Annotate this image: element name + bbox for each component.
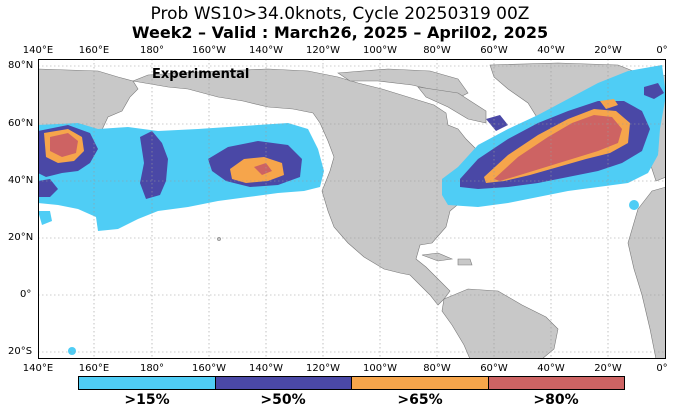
land-baffin-island: [417, 86, 487, 124]
legend-label-gt65: >65%: [397, 392, 443, 408]
land-hispaniola: [457, 258, 473, 266]
graticule: [38, 59, 666, 359]
lon-tick-top-160E: 160°E: [78, 45, 110, 56]
lon-tick-top-0: 0°: [656, 45, 668, 56]
legend-swatch-gt80: [488, 376, 625, 390]
lon-tick-top-140E: 140°E: [22, 45, 54, 56]
lat-tick-20N: 20°N: [8, 232, 34, 243]
lon-tick-bottom-180: 180°: [139, 363, 165, 374]
legend-label-gt80: >80%: [533, 392, 579, 408]
lon-tick-top-160W: 160°W: [192, 45, 226, 56]
lon-tick-bottom-40W: 40°W: [537, 363, 565, 374]
land-north-america: [131, 68, 489, 306]
lon-tick-bottom-60W: 60°W: [480, 363, 508, 374]
prob80-east-pacific: [254, 163, 272, 175]
lon-tick-top-100W: 100°W: [363, 45, 397, 56]
lon-tick-top-40W: 40°W: [537, 45, 565, 56]
lon-tick-bottom-140W: 140°W: [249, 363, 283, 374]
legend-swatch-gt65: [351, 376, 489, 390]
prob50-central-pacific-band: [140, 131, 168, 199]
lon-tick-top-120W: 120°W: [306, 45, 340, 56]
chart-title: Prob WS10>34.0knots, Cycle 20250319 00Z: [150, 4, 530, 24]
lon-tick-bottom-100W: 100°W: [363, 363, 397, 374]
prob80-west-pacific: [50, 133, 78, 157]
lat-tick-40N: 40°N: [8, 175, 34, 186]
prob50-greenland-coast: [486, 115, 508, 131]
lat-tick-20S: 20°S: [8, 346, 33, 357]
lon-tick-bottom-80W: 80°W: [423, 363, 451, 374]
prob15-cluster-west: [38, 211, 52, 225]
probability-map: Experimental: [38, 59, 666, 359]
land-cuba: [421, 252, 454, 262]
legend-swatch-gt50: [215, 376, 352, 390]
prob50-iceland-east: [644, 83, 664, 99]
lon-tick-top-80W: 80°W: [423, 45, 451, 56]
land-masses: [38, 62, 666, 359]
lon-tick-bottom-20W: 20°W: [594, 363, 622, 374]
experimental-label: Experimental: [152, 67, 249, 82]
legend-label-gt15: >15%: [124, 392, 170, 408]
lon-tick-top-180: 180°: [139, 45, 165, 56]
lon-tick-bottom-160E: 160°E: [78, 363, 110, 374]
legend-label-gt50: >50%: [260, 392, 306, 408]
prob-gt80-areas: [50, 115, 622, 181]
prob15-cluster-south: [68, 347, 76, 355]
lat-tick-0: 0°: [20, 289, 32, 300]
lon-tick-top-140W: 140°W: [249, 45, 283, 56]
chart-subtitle-valid-period: Week2 – Valid : March26, 2025 – April02,…: [131, 23, 549, 42]
legend-swatch-gt15: [78, 376, 216, 390]
lon-tick-top-60W: 60°W: [480, 45, 508, 56]
prob50-west-pacific-south: [38, 179, 58, 197]
prob80-north-atlantic: [494, 115, 622, 181]
lat-tick-80N: 80°N: [8, 60, 34, 71]
lon-tick-top-20W: 20°W: [594, 45, 622, 56]
prob15-cluster-azores: [629, 200, 639, 210]
lon-tick-bottom-140E: 140°E: [22, 363, 54, 374]
lat-tick-60N: 60°N: [8, 118, 34, 129]
land-south-america: [441, 288, 559, 359]
land-africa: [627, 186, 666, 359]
lon-tick-bottom-120W: 120°W: [306, 363, 340, 374]
map-border: [38, 59, 666, 359]
lon-tick-bottom-160W: 160°W: [192, 363, 226, 374]
lon-tick-bottom-0: 0°: [656, 363, 668, 374]
prob65-iceland: [600, 99, 618, 109]
